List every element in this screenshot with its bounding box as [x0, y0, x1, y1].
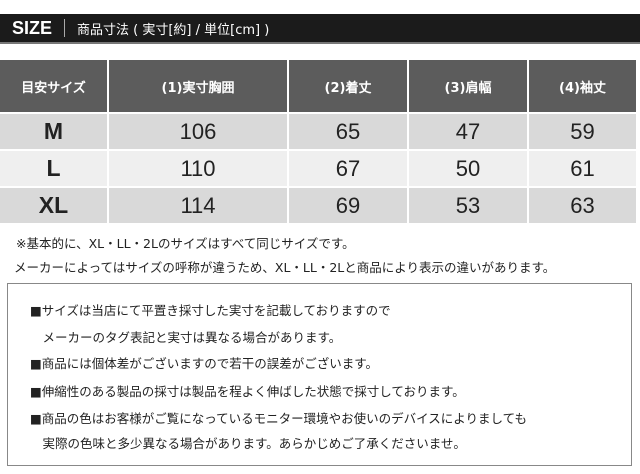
size-label: SIZE — [12, 17, 53, 38]
divider — [64, 19, 66, 37]
size-cell: L — [0, 151, 107, 186]
disclaimer-line: ■サイズは当店にて平置き採寸した実寸を記載しておりますので — [30, 303, 391, 318]
table-row: L 110 67 50 61 — [0, 151, 636, 186]
table-cell: 65 — [289, 114, 407, 149]
note-line: メーカーによってはサイズの呼称が違うため、XL・LL・2Lと商品により表示の違い… — [14, 260, 556, 275]
disclaimer-line: 実際の色味と多少異なる場合があります。あらかじめご了承くださいませ。 — [30, 436, 466, 451]
table-header-row: 目安サイズ (1)実寸胸囲 (2)着丈 (3)肩幅 (4)袖丈 — [0, 60, 636, 112]
table-cell: 53 — [409, 188, 527, 223]
table-row: XL 114 69 53 63 — [0, 188, 636, 223]
disclaimer-line: ■商品には個体差がございますので若干の誤差がございます。 — [30, 356, 379, 371]
column-header: 目安サイズ — [0, 60, 107, 112]
column-header: (1)実寸胸囲 — [109, 60, 287, 112]
table-cell: 67 — [289, 151, 407, 186]
table-cell: 47 — [409, 114, 527, 149]
table-cell: 106 — [109, 114, 287, 149]
note-line: ※基本的に、XL・LL・2Lのサイズはすべて同じサイズです。 — [16, 236, 355, 251]
table-cell: 63 — [529, 188, 636, 223]
size-table: 目安サイズ (1)実寸胸囲 (2)着丈 (3)肩幅 (4)袖丈 M 106 65… — [0, 58, 638, 225]
disclaimer-line: ■伸縮性のある製品の採寸は製品を程よく伸ばした状態で採寸しております。 — [30, 384, 465, 399]
disclaimer-line: ■商品の色はお客様がご覧になっているモニター環境やお使いのデバイスによりましても — [30, 411, 528, 426]
column-header: (2)着丈 — [289, 60, 407, 112]
table-cell: 69 — [289, 188, 407, 223]
size-header-bar: SIZE 商品寸法 ( 実寸[約] / 単位[cm] ) — [0, 14, 640, 44]
size-cell: XL — [0, 188, 107, 223]
table-cell: 61 — [529, 151, 636, 186]
size-description: 商品寸法 ( 実寸[約] / 単位[cm] ) — [77, 22, 270, 38]
table-row: M 106 65 47 59 — [0, 114, 636, 149]
table-cell: 59 — [529, 114, 636, 149]
table-cell: 114 — [109, 188, 287, 223]
table-cell: 110 — [109, 151, 287, 186]
column-header: (3)肩幅 — [409, 60, 527, 112]
disclaimer-line: メーカーのタグ表記と実寸は異なる場合があります。 — [30, 330, 342, 345]
table-cell: 50 — [409, 151, 527, 186]
disclaimer-box: ■サイズは当店にて平置き採寸した実寸を記載しておりますので メーカーのタグ表記と… — [7, 283, 632, 466]
size-cell: M — [0, 114, 107, 149]
column-header: (4)袖丈 — [529, 60, 636, 112]
